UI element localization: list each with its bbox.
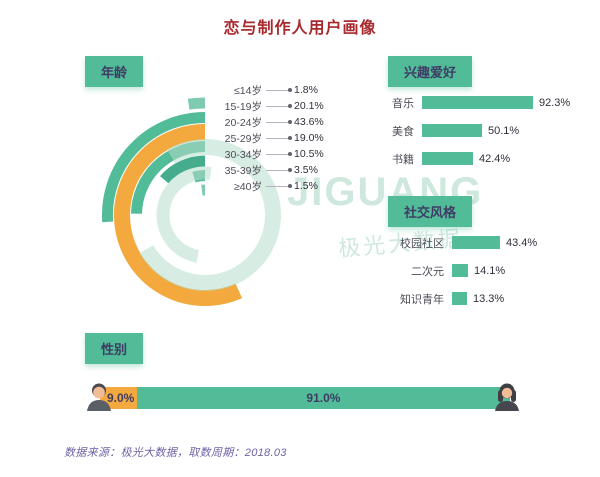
age-legend-row: 30-34岁 10.5% (214, 146, 330, 162)
interest-rows-row: 美食 50.1% (388, 124, 570, 138)
age-category-label: 15-19岁 (224, 100, 262, 113)
age-legend: ≤14岁 1.8% 15-19岁 20.1% 20-24岁 43.6% 25-29岁 19.0… (214, 82, 330, 194)
age-category-label: ≤14岁 (234, 84, 262, 97)
gender-female-segment: 91.0% (136, 387, 510, 409)
age-section-label: 年龄 (85, 56, 144, 87)
age-ring-25-29岁 (131, 141, 206, 214)
age-category-label: 25-29岁 (224, 132, 262, 145)
bar (452, 264, 468, 277)
age-category-label: 30-34岁 (224, 148, 262, 161)
age-legend-row: 15-19岁 20.1% (214, 98, 330, 114)
interests-section-label: 兴趣爱好 (388, 56, 473, 87)
age-percent-value: 20.1% (294, 100, 324, 112)
male-user-icon (87, 383, 111, 411)
bar (422, 124, 482, 137)
age-ring-35-39岁 (192, 170, 206, 183)
age-percent-value: 1.8% (294, 84, 318, 96)
data-source-note: 数据来源：极光大数据，取数周期：2018.03 (64, 447, 287, 459)
bar-percent-value: 42.4% (479, 152, 511, 165)
age-legend-row: 20-24岁 43.6% (214, 114, 330, 130)
social-rows-row: 校园社区 43.4% (388, 236, 538, 250)
bar (452, 292, 467, 305)
interest-rows-row: 音乐 92.3% (388, 96, 571, 110)
social-rows-row: 二次元 14.1% (388, 264, 537, 278)
age-percent-value: 19.0% (294, 132, 324, 144)
leader-line (266, 104, 292, 108)
bar-percent-value: 13.3% (473, 292, 505, 305)
bar-percent-value: 92.3% (539, 96, 571, 109)
page-title: 恋与制作人用户画像 (223, 20, 377, 37)
social-section-label: 社交风格 (388, 196, 473, 227)
gender-section-label: 性别 (85, 333, 144, 364)
bar-category-label: 校园社区 (400, 237, 444, 250)
leader-line (266, 136, 292, 140)
leader-line (266, 120, 292, 124)
bar-category-label: 知识青年 (400, 293, 444, 306)
gender-male-percent: 9.0% (107, 391, 135, 405)
age-legend-row: ≤14岁 1.8% (214, 82, 330, 98)
age-percent-value: 1.5% (294, 180, 318, 192)
age-ring-30-34岁 (160, 155, 206, 184)
age-ring-≤14岁 (187, 97, 206, 110)
leader-line (266, 168, 292, 172)
age-percent-value: 43.6% (294, 116, 324, 128)
age-ring-15-19岁 (101, 112, 206, 223)
bar (422, 152, 473, 165)
leader-line (266, 152, 292, 156)
interest-rows-row: 书籍 42.4% (388, 152, 570, 166)
age-legend-row: 35-39岁 3.5% (214, 162, 330, 178)
bar-category-label: 音乐 (392, 97, 414, 110)
bar (422, 96, 533, 109)
leader-line (266, 184, 292, 188)
gender-male-segment: 9.0% (100, 387, 137, 409)
age-percent-value: 10.5% (294, 148, 324, 160)
gender-female-percent: 91.0% (306, 391, 341, 405)
female-user-icon (495, 383, 519, 411)
bar-percent-value: 43.4% (506, 236, 538, 249)
bar-category-label: 美食 (392, 125, 414, 138)
interests-bar-chart: 音乐 92.3% 美食 50.1% 书籍 42.4% (388, 96, 570, 180)
bar-category-label: 书籍 (392, 153, 414, 166)
social-rows-row: 知识青年 13.3% (388, 292, 537, 306)
leader-line (266, 88, 292, 92)
bar (452, 236, 500, 249)
bar-percent-value: 14.1% (474, 264, 506, 277)
bar-percent-value: 50.1% (488, 124, 520, 137)
age-category-label: ≥40岁 (234, 180, 262, 193)
age-legend-row: ≥40岁 1.5% (214, 178, 330, 194)
bar-category-label: 二次元 (411, 265, 444, 278)
gender-stacked-bar: 9.0% 91.0% (100, 387, 510, 409)
age-percent-value: 3.5% (294, 164, 318, 176)
age-category-label: 20-24岁 (224, 116, 262, 129)
age-category-label: 35-39岁 (224, 164, 262, 177)
age-legend-row: 25-29岁 19.0% (214, 130, 330, 146)
social-bar-chart: 校园社区 43.4% 二次元 14.1% 知识青年 13.3% (388, 236, 537, 320)
